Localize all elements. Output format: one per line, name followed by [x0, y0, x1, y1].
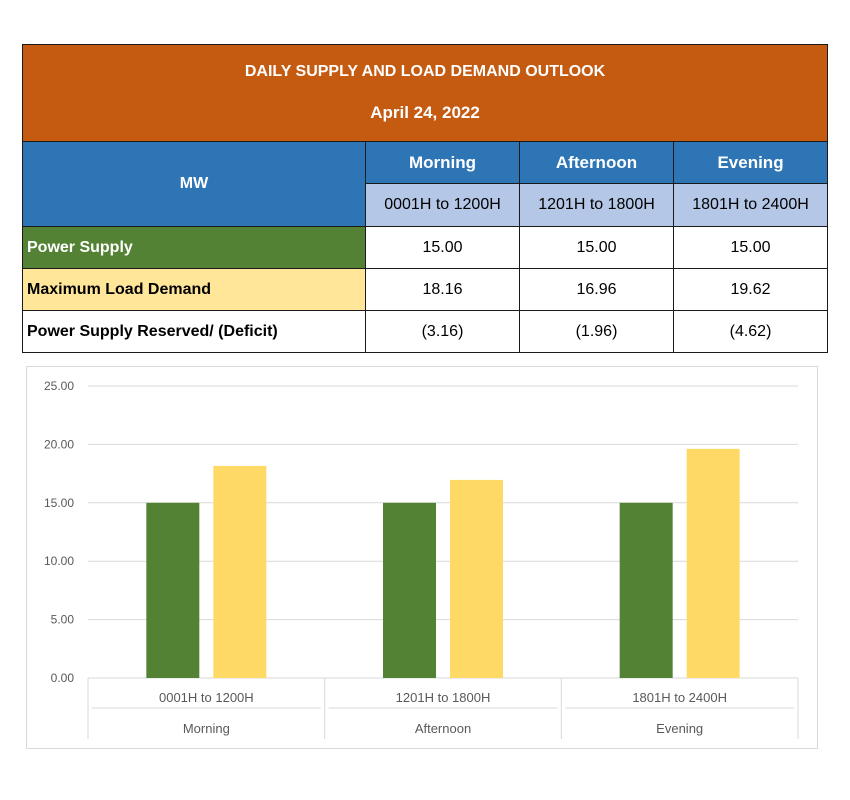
- bar: [450, 479, 503, 678]
- row-label-reserve-deficit: Power Supply Reserved/ (Deficit): [22, 310, 366, 353]
- cell-value: 15.00: [365, 226, 520, 269]
- table-row: Power Supply Reserved/ (Deficit) (3.16) …: [22, 310, 829, 353]
- cell-value: (1.96): [519, 310, 674, 353]
- cell-value: (3.16): [365, 310, 520, 353]
- x-tick-label: 1201H to 1800H: [396, 690, 491, 705]
- cell-value: 19.62: [672, 268, 829, 311]
- range-header-evening: 1801H to 2400H: [672, 183, 829, 227]
- table-row: Maximum Load Demand 18.16 16.96 19.62: [22, 268, 829, 311]
- x-tick-label: 1801H to 2400H: [632, 690, 727, 705]
- x-group-label: Evening: [656, 721, 703, 736]
- table-title: DAILY SUPPLY AND LOAD DEMAND OUTLOOK: [244, 63, 606, 80]
- x-tick-label: 0001H to 1200H: [159, 690, 254, 705]
- y-tick-label: 20.00: [44, 437, 74, 451]
- x-group-label: Afternoon: [415, 721, 471, 736]
- bar: [213, 465, 267, 678]
- cell-value: 16.96: [519, 268, 674, 311]
- supply-demand-table: DAILY SUPPLY AND LOAD DEMAND OUTLOOK Apr…: [21, 44, 829, 353]
- table-row: Power Supply 15.00 15.00 15.00: [22, 226, 829, 269]
- y-tick-label: 15.00: [44, 496, 74, 510]
- table-date: April 24, 2022: [370, 103, 480, 122]
- period-header-afternoon: Afternoon: [519, 141, 674, 184]
- bar: [146, 502, 200, 678]
- row-label-power-supply: Power Supply: [22, 226, 366, 269]
- bar-chart-container: 0.00 5.00 10.00 15.00 20.00 25.00 0001H to 120…: [26, 366, 818, 749]
- period-header-evening: Evening: [672, 141, 829, 184]
- range-header-afternoon: 1201H to 1800H: [519, 183, 674, 227]
- bar-chart: 0.00 5.00 10.00 15.00 20.00 25.00 0001H to 120…: [44, 379, 799, 739]
- range-header-morning: 0001H to 1200H: [365, 183, 520, 227]
- cell-value: 18.16: [365, 268, 520, 311]
- bar: [686, 448, 740, 678]
- cell-value: 15.00: [519, 226, 674, 269]
- table-title-cell: DAILY SUPPLY AND LOAD DEMAND OUTLOOK Apr…: [21, 44, 829, 142]
- row-label-max-load-demand: Maximum Load Demand: [22, 268, 366, 311]
- x-group-label: Morning: [183, 721, 230, 736]
- bar: [619, 502, 673, 678]
- period-header-morning: Morning: [365, 141, 520, 184]
- y-tick-label: 25.00: [44, 379, 74, 393]
- cell-value: 15.00: [672, 226, 829, 269]
- y-tick-label: 10.00: [44, 554, 74, 568]
- unit-header: MW: [22, 141, 366, 227]
- bar: [383, 502, 436, 678]
- y-tick-label: 5.00: [51, 613, 75, 627]
- cell-value: (4.62): [672, 310, 829, 353]
- y-tick-label: 0.00: [51, 671, 75, 685]
